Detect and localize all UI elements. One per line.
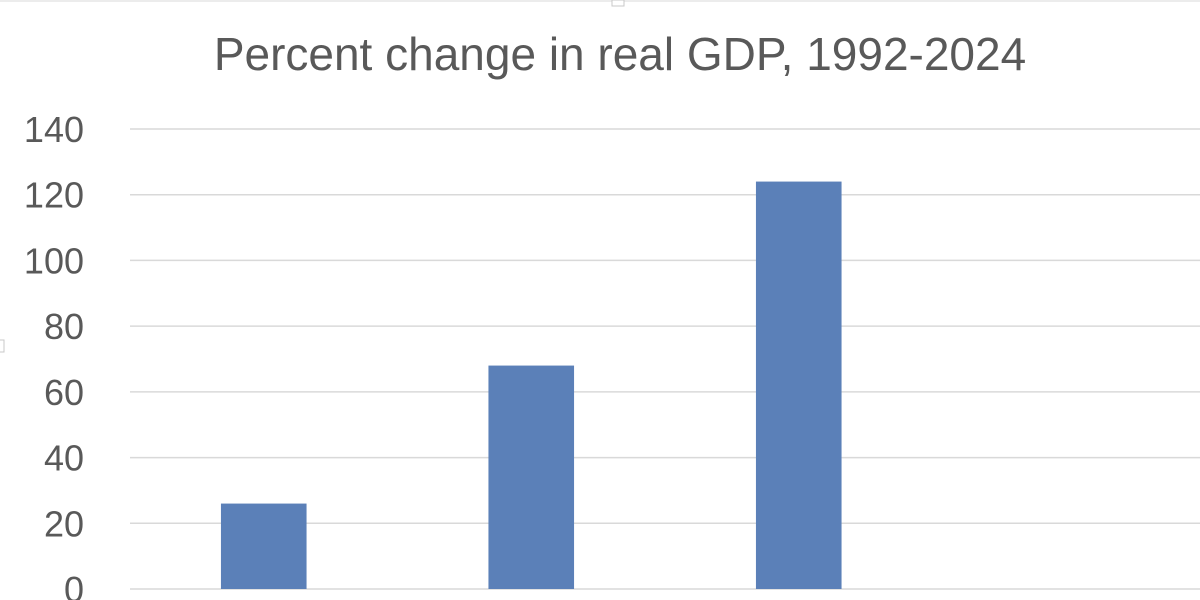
y-tick-label: 20 xyxy=(44,503,84,544)
y-tick-label: 80 xyxy=(44,306,84,347)
bar-3 xyxy=(755,181,842,590)
y-tick-label: 40 xyxy=(44,438,84,479)
bar-1 xyxy=(220,503,307,589)
y-tick-label: 60 xyxy=(44,372,84,413)
chart-title: Percent change in real GDP, 1992-2024 xyxy=(214,28,1026,80)
y-tick-label: 140 xyxy=(24,109,84,150)
y-tick-label: 0 xyxy=(64,569,84,600)
frame-handle-left xyxy=(0,339,5,353)
y-axis-tick-labels: 0 20 40 60 80 100 120 140 xyxy=(24,109,84,600)
bar-2 xyxy=(488,365,575,589)
y-tick-label: 100 xyxy=(24,240,84,281)
bars xyxy=(220,181,842,590)
frame-handle-top xyxy=(611,0,625,7)
y-tick-label: 120 xyxy=(24,175,84,216)
gridlines xyxy=(130,128,1200,590)
